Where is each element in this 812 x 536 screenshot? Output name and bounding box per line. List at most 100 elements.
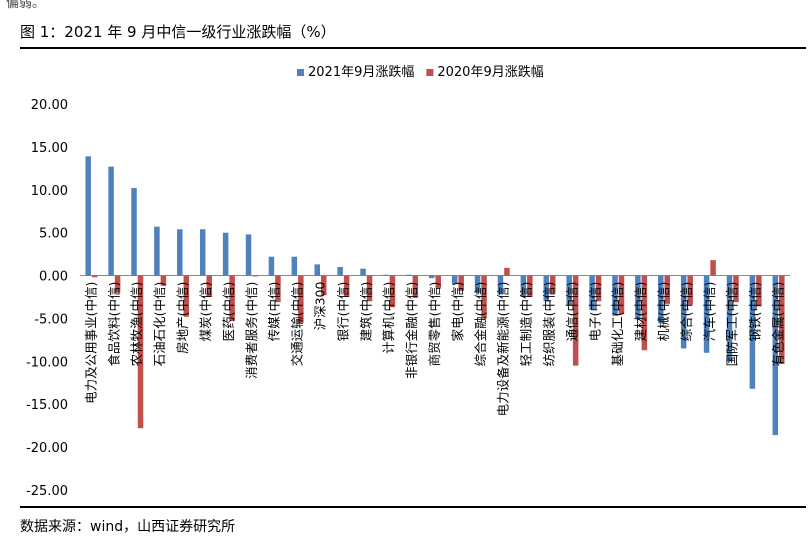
- bar-2021: [337, 266, 343, 276]
- bar-2021: [406, 274, 412, 276]
- top-note: 偏弱。: [6, 0, 46, 11]
- legend-swatch: [426, 69, 434, 76]
- data-source: 数据来源：wind，山西证券研究所: [20, 519, 236, 535]
- bar-2021: [635, 275, 641, 319]
- y-tick-label: 0.00: [39, 270, 68, 285]
- bar-2021: [131, 188, 137, 276]
- category-label: 建筑(中信): [358, 282, 373, 342]
- bar-2020: [733, 275, 739, 303]
- category-label: 家电(中信): [450, 282, 465, 342]
- bar-2020: [779, 275, 785, 364]
- category-label: 汽车(中信): [702, 282, 717, 342]
- bar-2020: [366, 275, 373, 302]
- bar-2021: [726, 275, 733, 362]
- category-label: 计算机(中信): [381, 282, 396, 354]
- bar-2020: [572, 275, 579, 366]
- bar-2020: [114, 275, 121, 293]
- bar-2021: [566, 275, 572, 306]
- bar-chart: 20.00 15.00 10.00 5.00 0.00 -5.00 -10.00 -15.00…: [26, 64, 790, 499]
- bar-2021: [429, 275, 435, 279]
- category-label: 纺织服装(中信): [542, 282, 557, 367]
- bar-2020: [527, 275, 533, 297]
- bar-2021: [108, 166, 114, 276]
- bar-2020: [206, 275, 212, 297]
- bar-2021: [680, 275, 687, 349]
- legend-label: 2021年9月涨跌幅: [308, 64, 414, 80]
- bar-2020: [504, 267, 510, 276]
- category-label: 消费者服务(中信): [244, 282, 259, 379]
- category-label: 商贸零售(中信): [427, 282, 442, 367]
- category-label: 食品饮料(中信): [106, 282, 121, 367]
- bar-2020: [664, 275, 671, 304]
- bar-2021: [291, 256, 298, 276]
- bar-2020: [687, 275, 693, 305]
- figure-title: 图 1：2021 年 9 月中信一级行业涨跌幅（%）: [20, 23, 336, 41]
- bar-2021: [85, 156, 91, 276]
- bar-2021: [314, 264, 320, 276]
- y-tick-label: 10.00: [31, 184, 68, 199]
- category-label: 非银行金融(中信): [404, 282, 419, 379]
- bar-2021: [703, 275, 710, 353]
- category-label: 机械(中信): [656, 282, 671, 342]
- bar-2021: [543, 275, 550, 302]
- category-label: 电子(中信): [587, 282, 602, 342]
- bar-2020: [252, 275, 258, 277]
- y-tick-label: 15.00: [31, 141, 68, 156]
- bar-2020: [137, 275, 144, 429]
- category-label: 石油石化(中信): [152, 282, 167, 367]
- bar-2021: [154, 226, 160, 276]
- bar-2021: [199, 229, 206, 276]
- bar-2020: [550, 275, 556, 294]
- bar-2021: [474, 275, 481, 293]
- legend-label: 2020年9月涨跌幅: [437, 64, 543, 80]
- bar-2020: [756, 275, 762, 307]
- bar-2021: [245, 234, 252, 276]
- bar-2021: [222, 232, 229, 276]
- bar-2020: [435, 275, 441, 289]
- category-label: 通信(中信): [564, 282, 579, 342]
- bar-2020: [412, 275, 419, 298]
- bar-2020: [229, 275, 235, 322]
- bar-2021: [497, 275, 504, 295]
- category-label: 国防军工(中信): [725, 282, 740, 367]
- category-label: 医药(中信): [221, 282, 236, 342]
- bar-2020: [275, 275, 281, 303]
- category-label: 综合(中信): [679, 282, 694, 342]
- y-tick-label: -5.00: [34, 312, 68, 327]
- y-tick-label: -20.00: [26, 441, 68, 456]
- bar-2021: [772, 275, 779, 436]
- category-label: 轻工制造(中信): [519, 282, 534, 367]
- category-label: 综合金融(中信): [473, 282, 488, 367]
- bar-2020: [298, 275, 304, 323]
- category-label: 传媒(中信): [267, 282, 282, 342]
- category-label: 钢铁(中信): [748, 282, 763, 342]
- bar-2021: [658, 275, 664, 323]
- bar-2020: [160, 275, 167, 286]
- bar-2021: [383, 274, 389, 276]
- y-tick-label: 20.00: [31, 98, 68, 113]
- category-label: 建材(中信): [633, 282, 648, 342]
- bar-2021: [749, 275, 756, 389]
- bar-2021: [177, 229, 183, 276]
- category-label: 基础化工(中信): [610, 282, 625, 367]
- category-label: 沪深300: [312, 282, 327, 331]
- y-tick-label: -10.00: [26, 355, 68, 370]
- title-divider: [20, 47, 806, 49]
- source-divider: [20, 506, 806, 508]
- bar-2020: [710, 260, 716, 276]
- category-label: 农林牧渔(中信): [129, 282, 144, 367]
- bar-2021: [520, 275, 527, 297]
- bar-2020: [91, 275, 98, 278]
- bar-2020: [320, 275, 327, 296]
- bar-2021: [612, 275, 618, 316]
- bar-2020: [183, 275, 190, 317]
- bar-2020: [641, 275, 648, 351]
- bar-2020: [481, 275, 487, 319]
- legend-swatch: [297, 69, 304, 76]
- category-label: 电力设备及新能源(中信): [496, 282, 511, 417]
- y-tick-label: -15.00: [26, 398, 68, 413]
- category-label: 银行(中信): [335, 282, 350, 342]
- bar-2020: [618, 275, 625, 315]
- bar-2021: [589, 275, 595, 310]
- category-label: 交通运输(中信): [290, 282, 305, 367]
